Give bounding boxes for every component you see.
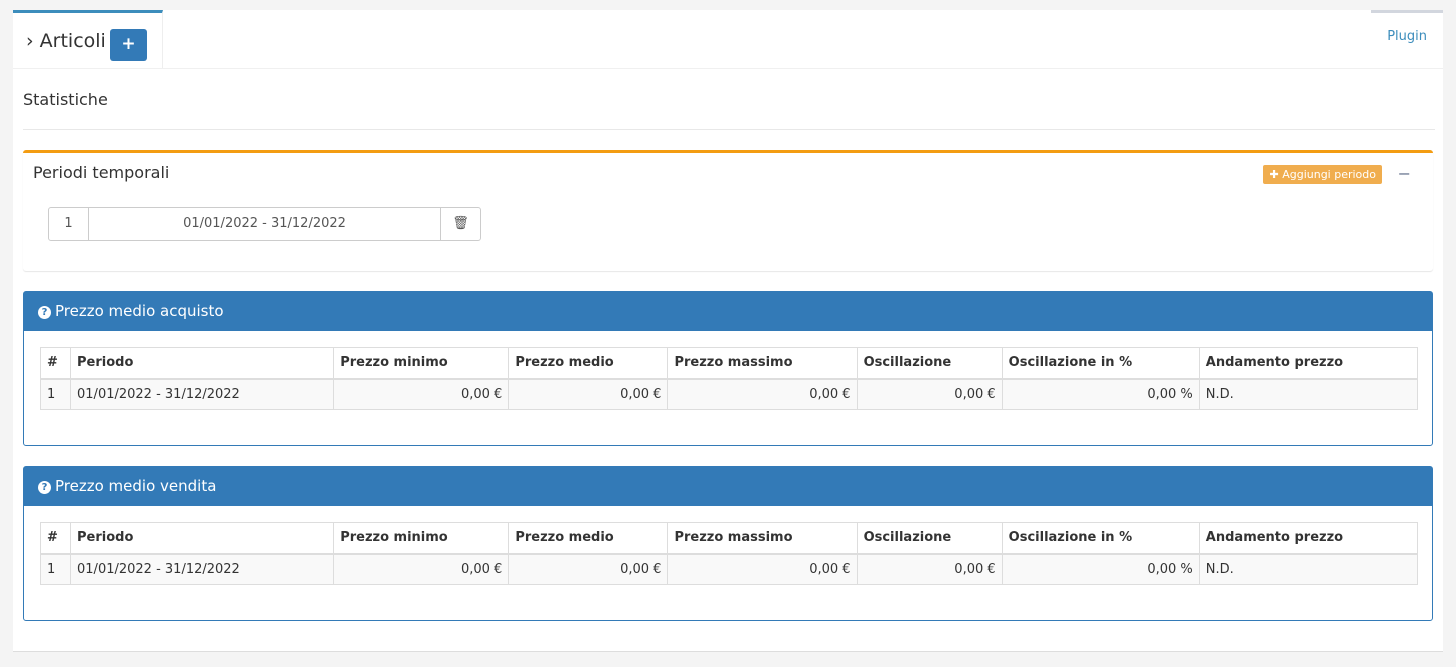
period-row: 1 01/01/2022 - 31/12/2022 🗑 xyxy=(48,207,481,241)
column-header: Andamento prezzo xyxy=(1198,347,1419,380)
delete-period-button[interactable]: 🗑 xyxy=(440,208,480,240)
panel-title: Prezzo medio acquisto xyxy=(55,302,224,320)
period-range-input[interactable]: 01/01/2022 - 31/12/2022 xyxy=(183,216,346,231)
column-header: Oscillazione xyxy=(856,347,1003,380)
table-header: # Periodo Prezzo minimo Prezzo medio Prezzo … xyxy=(39,522,1419,555)
column-header: Periodo xyxy=(70,347,335,380)
table-cell: 0,00 € xyxy=(333,553,510,585)
add-articolo-button[interactable]: + xyxy=(110,29,147,61)
periodi-box: Periodi temporali ✚ Aggiungi periodo − 1… xyxy=(23,150,1433,271)
stats-table: # Periodo Prezzo minimo Prezzo medio Prezzo … xyxy=(39,522,1419,585)
panel-vendita: ? Prezzo medio vendita # Periodo Prezzo min… xyxy=(23,466,1433,621)
help-icon[interactable]: ? xyxy=(38,306,51,319)
table-cell: 01/01/2022 - 31/12/2022 xyxy=(70,378,335,410)
table-cell: 0,00 € xyxy=(333,378,510,410)
table-cell: 1 xyxy=(39,378,72,410)
table-header: # Periodo Prezzo minimo Prezzo medio Prezzo … xyxy=(39,347,1419,380)
table-cell: N.D. xyxy=(1198,378,1419,410)
column-header: Prezzo medio xyxy=(508,522,669,555)
table-cell: 0,00 € xyxy=(508,553,669,585)
add-period-button[interactable]: ✚ Aggiungi periodo xyxy=(1263,165,1382,184)
column-header: Prezzo massimo xyxy=(667,347,858,380)
tab-title: Articoli xyxy=(39,30,106,52)
column-header: Andamento prezzo xyxy=(1198,522,1419,555)
help-icon[interactable]: ? xyxy=(38,481,51,494)
column-header: Oscillazione in % xyxy=(1001,522,1200,555)
main-content: › Articoli + Plugin Statistiche Periodi … xyxy=(13,10,1443,652)
table-cell: 1 xyxy=(39,553,72,585)
column-header: Oscillazione in % xyxy=(1001,347,1200,380)
table-row: 1 01/01/2022 - 31/12/2022 0,00 €0,00 €0,00… xyxy=(39,378,1419,410)
tab-articoli[interactable]: › Articoli + xyxy=(13,10,163,69)
column-header: # xyxy=(39,522,72,555)
column-header: # xyxy=(39,347,72,380)
period-number: 1 xyxy=(49,208,89,240)
column-header: Periodo xyxy=(70,522,335,555)
table-cell: 0,00 % xyxy=(1001,553,1200,585)
table-row: 1 01/01/2022 - 31/12/2022 0,00 €0,00 €0,00… xyxy=(39,553,1419,585)
table-cell: 0,00 € xyxy=(856,378,1003,410)
column-header: Oscillazione xyxy=(856,522,1003,555)
plugin-link[interactable]: Plugin xyxy=(1387,29,1427,44)
divider xyxy=(23,129,1435,130)
table-cell: N.D. xyxy=(1198,553,1419,585)
tab-plugin[interactable]: Plugin xyxy=(1371,10,1443,69)
table-cell: 0,00 € xyxy=(667,553,858,585)
panel-acquisto: ? Prezzo medio acquisto # Periodo Prezzo mi… xyxy=(23,291,1433,446)
add-period-label: Aggiungi periodo xyxy=(1282,168,1376,181)
table-cell: 01/01/2022 - 31/12/2022 xyxy=(70,553,335,585)
column-header: Prezzo medio xyxy=(508,347,669,380)
panel-title: Prezzo medio vendita xyxy=(55,477,217,495)
column-header: Prezzo minimo xyxy=(333,347,510,380)
chevron-right-icon: › xyxy=(26,30,34,52)
box-title: Periodi temporali xyxy=(33,163,170,182)
column-header: Prezzo minimo xyxy=(333,522,510,555)
table-cell: 0,00 % xyxy=(1001,378,1200,410)
stats-table: # Periodo Prezzo minimo Prezzo medio Prezzo … xyxy=(39,347,1419,410)
divider xyxy=(13,68,1443,69)
trash-icon: 🗑 xyxy=(452,216,469,231)
column-header: Prezzo massimo xyxy=(667,522,858,555)
section-title: Statistiche xyxy=(23,90,108,109)
table-cell: 0,00 € xyxy=(856,553,1003,585)
collapse-button[interactable]: − xyxy=(1397,164,1411,183)
table-cell: 0,00 € xyxy=(508,378,669,410)
table-cell: 0,00 € xyxy=(667,378,858,410)
